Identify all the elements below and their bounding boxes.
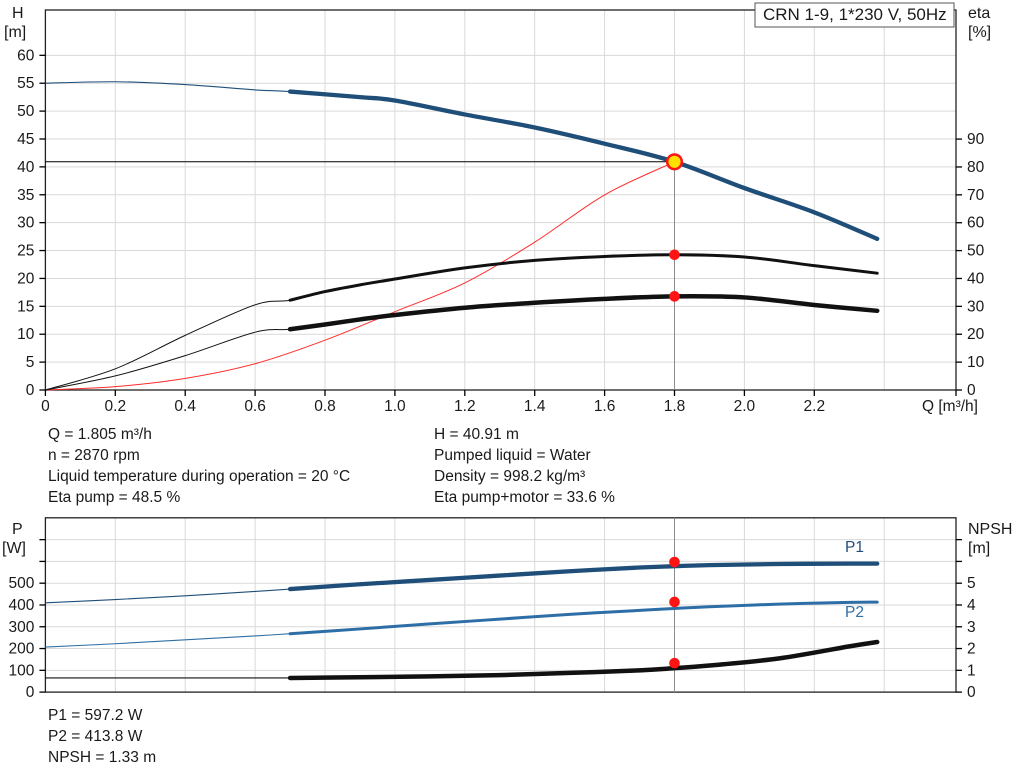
svg-text:15: 15	[17, 298, 34, 315]
svg-text:45: 45	[17, 131, 34, 148]
svg-text:0.6: 0.6	[244, 398, 266, 415]
svg-text:500: 500	[9, 575, 35, 592]
svg-text:30: 30	[17, 215, 35, 232]
svg-text:0: 0	[26, 684, 35, 701]
svg-text:[m]: [m]	[4, 24, 26, 41]
svg-text:4: 4	[967, 597, 976, 614]
svg-text:0: 0	[967, 684, 976, 701]
svg-text:5: 5	[967, 575, 976, 592]
svg-text:1.0: 1.0	[384, 398, 406, 415]
svg-text:70: 70	[967, 187, 985, 204]
svg-text:50: 50	[967, 243, 985, 260]
svg-text:35: 35	[17, 187, 34, 204]
svg-text:[W]: [W]	[2, 540, 26, 557]
svg-text:10: 10	[17, 326, 35, 343]
svg-text:1.8: 1.8	[664, 398, 686, 415]
svg-text:100: 100	[9, 662, 35, 679]
svg-text:50: 50	[17, 103, 35, 120]
svg-text:60: 60	[967, 215, 985, 232]
svg-text:[%]: [%]	[968, 24, 991, 41]
svg-text:P1: P1	[845, 539, 864, 556]
svg-text:40: 40	[967, 270, 985, 287]
svg-text:1.2: 1.2	[454, 398, 476, 415]
svg-text:2.2: 2.2	[804, 398, 826, 415]
svg-text:CRN 1-9, 1*230 V, 50Hz: CRN 1-9, 1*230 V, 50Hz	[763, 5, 947, 24]
svg-text:[m]: [m]	[968, 540, 990, 557]
svg-text:0.2: 0.2	[105, 398, 127, 415]
svg-text:H: H	[12, 5, 24, 22]
svg-text:20: 20	[17, 270, 35, 287]
svg-text:80: 80	[967, 159, 985, 176]
svg-text:10: 10	[967, 354, 985, 371]
svg-text:Q [m³/h]: Q [m³/h]	[922, 398, 978, 415]
svg-text:3: 3	[967, 619, 976, 636]
svg-text:400: 400	[9, 597, 35, 614]
svg-text:1.6: 1.6	[594, 398, 616, 415]
svg-text:1: 1	[967, 662, 976, 679]
svg-text:60: 60	[17, 47, 35, 64]
svg-text:200: 200	[9, 641, 35, 658]
svg-text:0: 0	[41, 398, 50, 415]
svg-text:20: 20	[967, 326, 985, 343]
svg-text:30: 30	[967, 298, 985, 315]
svg-text:90: 90	[967, 131, 985, 148]
svg-text:1.4: 1.4	[524, 398, 546, 415]
svg-text:0: 0	[26, 382, 35, 399]
svg-text:55: 55	[17, 75, 34, 92]
svg-text:P: P	[12, 521, 23, 538]
svg-text:2.0: 2.0	[734, 398, 756, 415]
svg-text:0.8: 0.8	[314, 398, 336, 415]
svg-text:300: 300	[9, 619, 35, 636]
svg-text:25: 25	[17, 243, 34, 260]
svg-text:eta: eta	[968, 5, 990, 22]
svg-text:2: 2	[967, 641, 976, 658]
svg-text:40: 40	[17, 159, 35, 176]
svg-text:0: 0	[967, 382, 976, 399]
svg-text:5: 5	[26, 354, 35, 371]
svg-text:P2: P2	[845, 604, 864, 621]
svg-text:0.4: 0.4	[174, 398, 196, 415]
svg-text:NPSH: NPSH	[968, 521, 1012, 538]
